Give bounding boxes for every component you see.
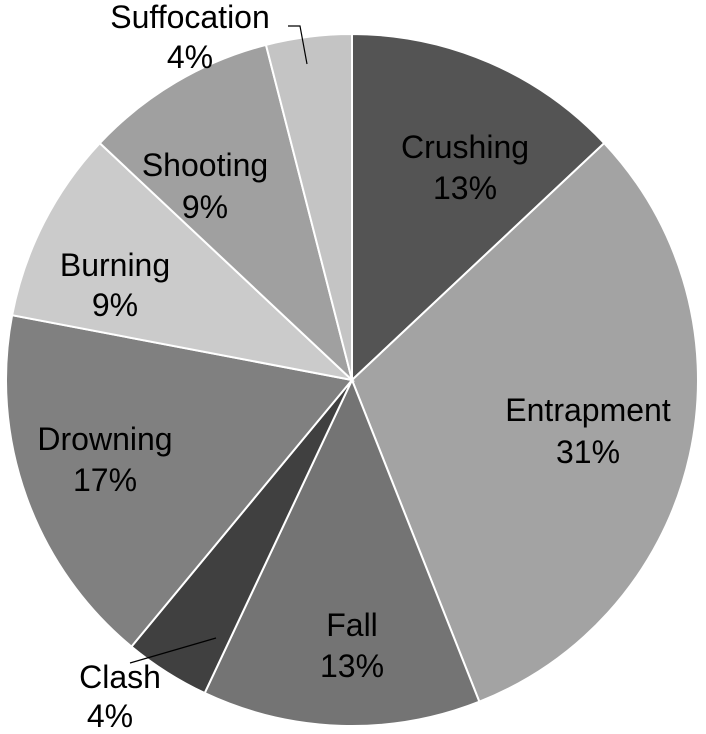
slice-label-fall: Fall xyxy=(326,607,378,643)
slice-drowning xyxy=(5,314,354,649)
slice-labels: Crushing13%Entrapment31%Fall13%Clash4%Dr… xyxy=(37,0,670,734)
slice-label-shooting: Shooting xyxy=(142,147,268,183)
slice-value-burning: 9% xyxy=(92,287,138,323)
slice-entrapment xyxy=(350,141,699,703)
slice-value-clash: 4% xyxy=(87,698,133,734)
slice-label-suffocation: Suffocation xyxy=(110,0,270,35)
leader-lines xyxy=(129,25,308,664)
slice-value-suffocation: 4% xyxy=(167,39,213,75)
slice-burning xyxy=(10,141,356,382)
slice-shooting xyxy=(98,43,354,384)
slice-label-drowning: Drowning xyxy=(37,421,172,457)
slice-crushing xyxy=(351,32,606,383)
slice-value-shooting: 9% xyxy=(182,189,228,225)
slice-label-clash: Clash xyxy=(79,659,161,695)
pie-slices xyxy=(5,32,699,727)
leader-line-clash xyxy=(129,637,217,664)
leader-line-suffocation xyxy=(288,25,308,65)
slice-fall xyxy=(203,377,481,727)
slice-value-entrapment: 31% xyxy=(556,434,620,470)
slice-value-drowning: 17% xyxy=(73,462,137,498)
slice-suffocation xyxy=(264,32,353,381)
slice-label-entrapment: Entrapment xyxy=(505,392,671,428)
slice-label-burning: Burning xyxy=(60,247,170,283)
slice-value-fall: 13% xyxy=(320,648,384,684)
slice-value-crushing: 13% xyxy=(433,170,497,206)
slice-label-crushing: Crushing xyxy=(401,129,529,165)
